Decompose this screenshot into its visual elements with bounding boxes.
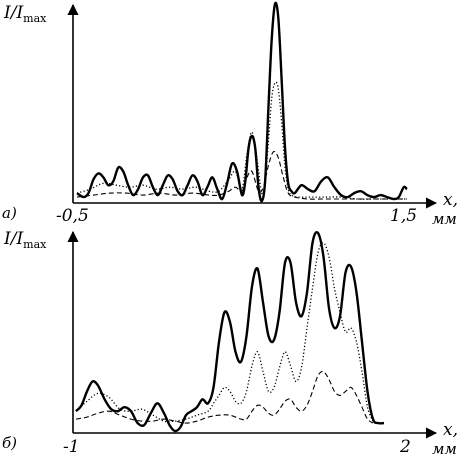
panel-a-label: а) (2, 204, 17, 222)
panel-a-dotted-curve (76, 81, 407, 200)
panel-a-xmax-tick: 1,5 (390, 206, 417, 226)
panel-b-xmax-tick: 2 (399, 437, 411, 456)
panel-b-y-label: I/Imax (3, 229, 47, 251)
panel-a-solid-curve (76, 1, 408, 203)
panel-b-dotted-curve (75, 242, 374, 423)
panel-a: I/Imax а) -0,5 1,5 x, мм (2, 1, 458, 228)
panel-a-series (76, 1, 408, 203)
panel-b-dashed-curve (75, 370, 374, 424)
panel-b-solid-curve (75, 230, 385, 433)
panel-a-y-label: I/Imax (3, 3, 47, 25)
panel-b-label: б) (2, 434, 17, 452)
panel-b-xmin-tick: -1 (63, 437, 80, 456)
panel-b-series (75, 230, 385, 433)
panel-a-x-unit: мм (432, 210, 457, 228)
panel-b: I/Imax б) -1 2 x, мм (2, 229, 458, 456)
panel-a-dashed-curve (76, 150, 407, 200)
panel-a-xmin-tick: -0,5 (56, 206, 89, 226)
panel-b-x-unit: мм (432, 440, 457, 456)
panel-a-x-label: x, (443, 190, 458, 210)
panel-b-x-label: x, (443, 420, 458, 440)
